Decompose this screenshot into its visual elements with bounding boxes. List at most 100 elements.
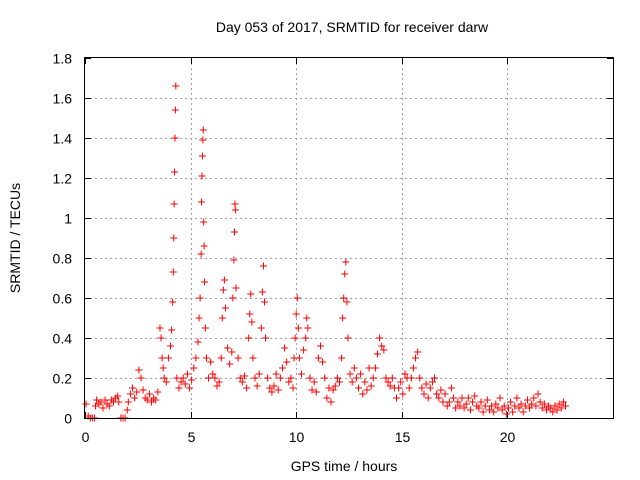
y-tick-label: 1 — [64, 211, 72, 227]
data-point — [156, 324, 164, 332]
data-point — [314, 354, 322, 362]
data-point — [405, 384, 413, 392]
data-point — [496, 394, 504, 402]
data-point — [148, 398, 156, 406]
data-point — [511, 402, 519, 410]
data-point — [374, 350, 382, 358]
x-tick-label: 20 — [500, 429, 516, 445]
data-point — [179, 374, 187, 382]
data-point — [99, 404, 107, 412]
data-point — [380, 346, 388, 354]
data-point — [386, 382, 394, 390]
data-point — [245, 334, 253, 342]
data-point — [300, 346, 308, 354]
data-point — [342, 258, 350, 266]
data-point — [201, 278, 209, 286]
data-point — [304, 324, 312, 332]
data-point — [397, 378, 405, 386]
data-point — [327, 398, 335, 406]
data-point — [82, 400, 90, 408]
data-point — [343, 298, 351, 306]
data-point — [247, 290, 255, 298]
data-point — [416, 374, 424, 382]
data-point — [469, 398, 477, 406]
data-point — [217, 354, 225, 362]
data-point — [331, 382, 339, 390]
data-point — [420, 390, 428, 398]
data-point — [160, 374, 168, 382]
data-point — [437, 386, 445, 394]
data-point — [294, 324, 302, 332]
data-point — [197, 250, 205, 258]
data-point — [401, 370, 409, 378]
data-point — [540, 400, 548, 408]
data-point — [454, 398, 462, 406]
data-point — [435, 394, 443, 402]
data-point — [382, 374, 390, 382]
data-point — [194, 338, 202, 346]
data-point — [270, 382, 278, 390]
data-point — [312, 388, 320, 396]
data-point — [262, 334, 270, 342]
data-point — [261, 298, 269, 306]
data-point — [333, 374, 341, 382]
data-point — [198, 198, 206, 206]
data-point — [325, 384, 333, 392]
data-point — [287, 374, 295, 382]
x-tick-label: 0 — [82, 429, 90, 445]
data-point — [133, 388, 141, 396]
data-point — [170, 200, 178, 208]
data-point — [477, 398, 485, 406]
y-tick-label: 0.4 — [53, 331, 73, 347]
data-point — [335, 378, 343, 386]
data-point — [240, 372, 248, 380]
data-point — [369, 374, 377, 382]
data-point — [359, 390, 367, 398]
data-point — [523, 396, 531, 404]
data-point — [376, 334, 384, 342]
data-point — [135, 366, 143, 374]
data-point — [443, 402, 451, 410]
data-point — [329, 386, 337, 394]
data-point — [297, 370, 305, 378]
data-point — [363, 386, 371, 394]
data-point — [215, 378, 223, 386]
data-point — [202, 354, 210, 362]
data-point — [357, 370, 365, 378]
data-point — [218, 314, 226, 322]
data-point — [293, 294, 301, 302]
data-point — [283, 358, 291, 366]
data-point — [367, 382, 375, 390]
data-point — [452, 404, 460, 412]
data-point — [308, 386, 316, 394]
data-point — [169, 298, 177, 306]
data-point — [213, 382, 221, 390]
data-point — [561, 402, 569, 410]
data-point — [352, 374, 360, 382]
data-point — [528, 400, 536, 408]
data-point — [399, 390, 407, 398]
tick-layer: 0 0.2 0.4 0.6 0.8 1 1.2 1.4 1.6 1.8 0 5 10 15 20 — [53, 51, 613, 445]
data-point — [502, 410, 510, 418]
data-point — [126, 390, 134, 398]
data-point — [433, 390, 441, 398]
y-tick-label: 0.6 — [53, 291, 73, 307]
data-point — [234, 354, 242, 362]
data-point — [231, 206, 239, 214]
y-axis-label: SRMTID / TECUs — [7, 183, 23, 293]
y-tick-label: 0.2 — [53, 371, 73, 387]
data-point — [536, 398, 544, 406]
data-point — [310, 378, 318, 386]
data-point — [350, 364, 358, 372]
data-point — [257, 324, 265, 332]
data-point — [219, 286, 227, 294]
data-point — [291, 334, 299, 342]
data-point — [303, 314, 311, 322]
data-point — [226, 360, 234, 368]
data-point — [445, 398, 453, 406]
data-point — [167, 342, 175, 350]
data-point — [542, 406, 550, 414]
data-point — [395, 384, 403, 392]
data-point — [494, 404, 502, 412]
